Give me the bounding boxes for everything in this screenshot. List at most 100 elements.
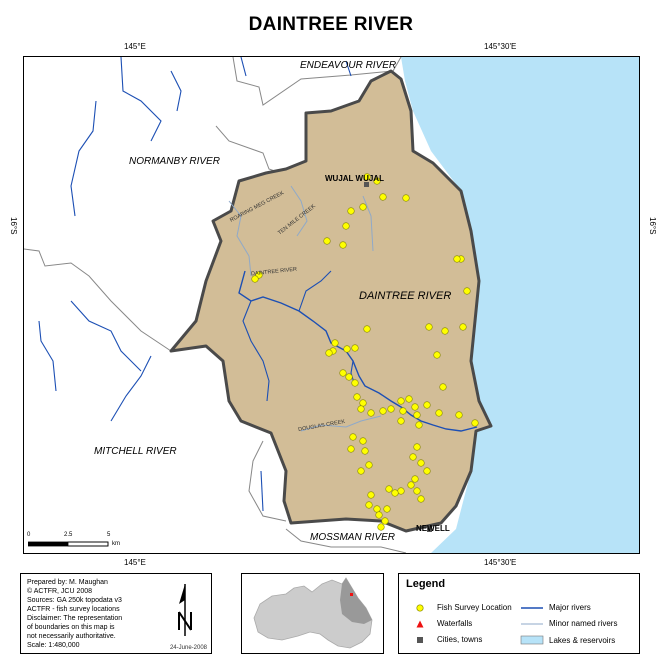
fish-survey-location[interactable] <box>351 379 359 387</box>
australia-inset <box>253 577 373 649</box>
fish-survey-location[interactable] <box>405 395 413 403</box>
fish-survey-location[interactable] <box>413 487 421 495</box>
fish-survey-location[interactable] <box>365 461 373 469</box>
fish-survey-location[interactable] <box>423 401 431 409</box>
coral-sea <box>401 57 639 553</box>
light-blue-fill-icon <box>519 635 545 645</box>
info-line: Prepared by: M. Maughan <box>27 579 108 586</box>
fish-survey-location[interactable] <box>347 207 355 215</box>
fish-survey-location[interactable] <box>377 523 385 531</box>
coord-bottom-right: 145°30'E <box>484 558 517 567</box>
fish-survey-location[interactable] <box>379 193 387 201</box>
legend-label: Major rivers <box>549 603 591 612</box>
gray-square-icon <box>407 636 433 644</box>
fish-survey-location[interactable] <box>359 437 367 445</box>
fish-survey-location[interactable] <box>339 369 347 377</box>
blue-line-icon <box>519 604 545 612</box>
north-arrow-icon <box>178 584 192 636</box>
legend-item-major-rivers: Major rivers <box>519 603 591 612</box>
fish-survey-location[interactable] <box>383 505 391 513</box>
fish-survey-location[interactable] <box>349 433 357 441</box>
fish-survey-location[interactable] <box>363 173 371 181</box>
fish-survey-location[interactable] <box>441 327 449 335</box>
coord-right-lat: 16°S <box>648 217 657 235</box>
fish-survey-location[interactable] <box>399 407 407 415</box>
fish-survey-location[interactable] <box>433 351 441 359</box>
fish-survey-location[interactable] <box>373 505 381 513</box>
fish-survey-location[interactable] <box>387 405 395 413</box>
fish-survey-location[interactable] <box>361 447 369 455</box>
fish-survey-location[interactable] <box>379 407 387 415</box>
fish-survey-location[interactable] <box>423 467 431 475</box>
info-date: 24-June-2008 <box>169 645 207 651</box>
fish-survey-location[interactable] <box>411 475 419 483</box>
fish-survey-location[interactable] <box>342 222 350 230</box>
label-newell: NEWELL <box>416 524 450 533</box>
fish-survey-location[interactable] <box>363 325 371 333</box>
fish-survey-location[interactable] <box>415 421 423 429</box>
info-line: Disclaimer: The representation <box>27 615 123 622</box>
red-triangle-icon <box>407 620 433 628</box>
fish-survey-location[interactable] <box>381 517 389 525</box>
scale-tick-0: 0 <box>27 532 31 538</box>
fish-survey-location[interactable] <box>455 411 463 419</box>
info-box: Prepared by: M. Maughan © ACTFR, JCU 200… <box>20 573 212 654</box>
map-frame[interactable]: ENDEAVOUR RIVER NORMANBY RIVER DAINTREE … <box>23 56 640 554</box>
fish-survey-location[interactable] <box>359 399 367 407</box>
map-canvas <box>24 57 639 553</box>
fish-survey-location[interactable] <box>435 409 443 417</box>
legend-title: Legend <box>406 578 446 590</box>
fish-survey-location[interactable] <box>345 373 353 381</box>
fish-survey-location[interactable] <box>402 194 410 202</box>
info-line: ACTFR - fish survey locations <box>27 606 120 613</box>
fish-survey-location[interactable] <box>375 511 383 519</box>
fish-survey-location[interactable] <box>325 349 333 357</box>
fish-survey-location[interactable] <box>347 445 355 453</box>
fish-survey-location[interactable] <box>359 203 367 211</box>
fish-survey-location[interactable] <box>409 453 417 461</box>
fish-survey-location[interactable] <box>391 489 399 497</box>
fish-survey-location[interactable] <box>411 403 419 411</box>
fish-survey-location[interactable] <box>331 339 339 347</box>
fish-survey-location[interactable] <box>365 501 373 509</box>
fish-survey-location[interactable] <box>357 467 365 475</box>
fish-survey-location[interactable] <box>459 323 467 331</box>
fish-survey-location[interactable] <box>397 397 405 405</box>
fish-survey-location[interactable] <box>367 409 375 417</box>
fish-survey-location[interactable] <box>353 393 361 401</box>
legend-label: Cities, towns <box>437 635 483 644</box>
fish-survey-location[interactable] <box>397 487 405 495</box>
fish-survey-location[interactable] <box>413 443 421 451</box>
fish-survey-location[interactable] <box>407 481 415 489</box>
scale-tick-mid: 2.5 <box>64 532 73 538</box>
scale-unit: km <box>112 541 120 547</box>
fish-survey-location[interactable] <box>373 177 381 185</box>
fish-survey-location[interactable] <box>367 491 375 499</box>
light-blue-line-icon <box>519 620 545 628</box>
fish-survey-location[interactable] <box>351 344 359 352</box>
label-normanby-river: NORMANBY RIVER <box>129 156 220 167</box>
fish-survey-location[interactable] <box>357 405 365 413</box>
fish-survey-location[interactable] <box>417 459 425 467</box>
fish-survey-location[interactable] <box>463 287 471 295</box>
fish-survey-location[interactable] <box>417 495 425 503</box>
legend-label: Waterfalls <box>437 619 473 628</box>
legend-item-lakes: Lakes & reservoirs <box>519 635 615 645</box>
fish-survey-location[interactable] <box>251 275 259 283</box>
fish-survey-location[interactable] <box>339 241 347 249</box>
fish-survey-location[interactable] <box>425 323 433 331</box>
fish-survey-location[interactable] <box>471 419 479 427</box>
fish-survey-location[interactable] <box>413 411 421 419</box>
fish-survey-location[interactable] <box>439 383 447 391</box>
map-title: DAINTREE RIVER <box>248 14 414 35</box>
coord-top-left: 145°E <box>124 42 146 51</box>
legend-label: Fish Survey Location <box>437 603 512 612</box>
fish-survey-location[interactable] <box>323 237 331 245</box>
legend-item-survey: Fish Survey Location <box>407 603 512 612</box>
scale-bar: 0 2.5 5 km <box>27 532 128 557</box>
fish-survey-location[interactable] <box>453 255 461 263</box>
label-mitchell-river: MITCHELL RIVER <box>94 446 177 457</box>
fish-survey-location[interactable] <box>343 345 351 353</box>
fish-survey-location[interactable] <box>385 485 393 493</box>
fish-survey-location[interactable] <box>397 417 405 425</box>
